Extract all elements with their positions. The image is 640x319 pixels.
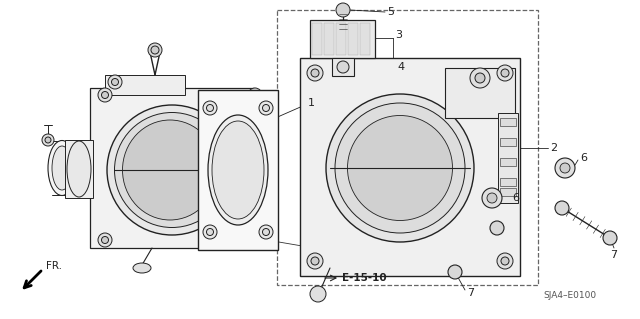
Circle shape bbox=[102, 236, 109, 243]
Circle shape bbox=[501, 69, 509, 77]
Bar bbox=[360, 23, 370, 55]
Circle shape bbox=[207, 105, 214, 112]
Circle shape bbox=[262, 228, 269, 235]
Text: 1: 1 bbox=[308, 98, 315, 108]
Circle shape bbox=[203, 101, 217, 115]
Circle shape bbox=[98, 233, 112, 247]
Circle shape bbox=[482, 188, 502, 208]
Circle shape bbox=[555, 158, 575, 178]
Circle shape bbox=[497, 253, 513, 269]
Circle shape bbox=[307, 253, 323, 269]
Circle shape bbox=[487, 193, 497, 203]
Text: FR.: FR. bbox=[46, 261, 62, 271]
Circle shape bbox=[102, 92, 109, 99]
Circle shape bbox=[311, 257, 319, 265]
Circle shape bbox=[311, 69, 319, 77]
Text: 5: 5 bbox=[387, 7, 394, 17]
Circle shape bbox=[560, 163, 570, 173]
Circle shape bbox=[470, 68, 490, 88]
Text: 6: 6 bbox=[512, 193, 519, 203]
Bar bbox=[300, 58, 520, 276]
Text: 7: 7 bbox=[467, 288, 474, 298]
Circle shape bbox=[252, 92, 259, 99]
Ellipse shape bbox=[122, 120, 218, 220]
Circle shape bbox=[252, 236, 259, 243]
Circle shape bbox=[207, 228, 214, 235]
Bar bbox=[498, 113, 518, 203]
Circle shape bbox=[98, 88, 112, 102]
Text: SJA4–E0100: SJA4–E0100 bbox=[543, 292, 596, 300]
Circle shape bbox=[111, 78, 118, 85]
Circle shape bbox=[448, 265, 462, 279]
Ellipse shape bbox=[348, 115, 452, 220]
Bar bbox=[500, 158, 516, 166]
Bar bbox=[277, 10, 538, 285]
Bar bbox=[310, 20, 375, 58]
Text: 6: 6 bbox=[580, 153, 587, 163]
Bar bbox=[500, 118, 516, 126]
Circle shape bbox=[248, 233, 262, 247]
Ellipse shape bbox=[133, 263, 151, 273]
Circle shape bbox=[259, 225, 273, 239]
Bar bbox=[65, 140, 93, 198]
Bar bbox=[252, 118, 262, 136]
Bar bbox=[336, 23, 346, 55]
Bar bbox=[332, 58, 354, 76]
Circle shape bbox=[108, 75, 122, 89]
Circle shape bbox=[475, 73, 485, 83]
Bar bbox=[90, 88, 255, 248]
Ellipse shape bbox=[107, 105, 237, 235]
Bar bbox=[252, 172, 262, 190]
Ellipse shape bbox=[48, 140, 76, 196]
Text: 2: 2 bbox=[550, 143, 557, 153]
Circle shape bbox=[310, 286, 326, 302]
Text: E-15-10: E-15-10 bbox=[342, 273, 387, 283]
Bar bbox=[500, 138, 516, 146]
Circle shape bbox=[262, 105, 269, 112]
Bar bbox=[252, 145, 262, 163]
Bar bbox=[500, 188, 516, 196]
Ellipse shape bbox=[208, 115, 268, 225]
Circle shape bbox=[337, 61, 349, 73]
Circle shape bbox=[203, 225, 217, 239]
Ellipse shape bbox=[326, 94, 474, 242]
Circle shape bbox=[336, 3, 350, 17]
Circle shape bbox=[45, 137, 51, 143]
Circle shape bbox=[603, 231, 617, 245]
Ellipse shape bbox=[52, 146, 72, 190]
Ellipse shape bbox=[67, 141, 91, 197]
Circle shape bbox=[490, 221, 504, 235]
Bar bbox=[198, 90, 278, 250]
Ellipse shape bbox=[335, 103, 465, 233]
Bar bbox=[348, 23, 358, 55]
Bar bbox=[324, 23, 334, 55]
Text: 3: 3 bbox=[395, 30, 402, 40]
Bar bbox=[105, 75, 185, 95]
Circle shape bbox=[148, 43, 162, 57]
Bar bbox=[500, 178, 516, 186]
Ellipse shape bbox=[212, 121, 264, 219]
Ellipse shape bbox=[115, 113, 230, 227]
Circle shape bbox=[555, 201, 569, 215]
Circle shape bbox=[42, 134, 54, 146]
Circle shape bbox=[151, 46, 159, 54]
Circle shape bbox=[307, 65, 323, 81]
Text: 4: 4 bbox=[397, 62, 404, 72]
Circle shape bbox=[259, 101, 273, 115]
Text: 7: 7 bbox=[610, 250, 617, 260]
Circle shape bbox=[248, 88, 262, 102]
Bar bbox=[248, 115, 266, 195]
Bar bbox=[312, 23, 322, 55]
Circle shape bbox=[497, 65, 513, 81]
Circle shape bbox=[501, 257, 509, 265]
Bar bbox=[445, 68, 515, 118]
